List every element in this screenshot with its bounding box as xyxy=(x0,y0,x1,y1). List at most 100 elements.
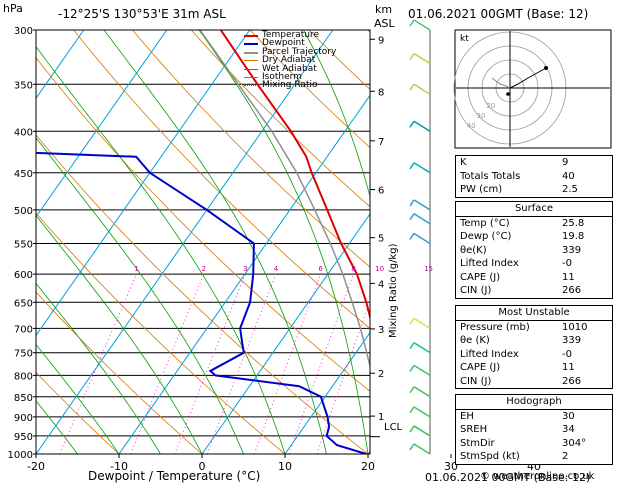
mixing-ratio-label: 15 xyxy=(424,265,433,273)
wind-barb xyxy=(413,232,431,245)
wind-barb-flag xyxy=(409,386,415,394)
wind-barb-flag xyxy=(409,425,415,433)
km-tick-label: 3 xyxy=(378,325,384,336)
series-line-parcel-trajectory xyxy=(199,30,370,369)
mixing-ratio-label: 8 xyxy=(351,265,355,273)
wind-barb-flag xyxy=(409,53,415,60)
mu-row: CAPE (J) 11 xyxy=(460,362,575,373)
temp-tick-label: -10 xyxy=(110,460,128,473)
pressure-tick-label: 900 xyxy=(14,413,33,424)
wind-barb xyxy=(413,342,431,354)
dry-adiabat-line xyxy=(36,134,369,454)
mixing-ratio-axis-label: Mixing Ratio (g/kg) xyxy=(388,243,399,338)
most-unstable-title: Most Unstable xyxy=(456,306,612,321)
hodograph-table-title: Hodograph xyxy=(456,395,612,410)
wind-barb-flag xyxy=(409,365,415,372)
wet-adiabat-line xyxy=(36,214,203,454)
temp-tick-label: 20 xyxy=(361,460,375,473)
wind-barb xyxy=(413,364,431,377)
surface-row: Lifted Index -0 xyxy=(460,258,572,269)
wind-barb xyxy=(413,425,431,437)
wind-barb xyxy=(413,199,431,211)
wind-barb xyxy=(413,162,431,174)
isotherm-line xyxy=(36,30,251,337)
surface-row: CIN (J) 266 xyxy=(460,285,582,296)
wet-adiabat-line xyxy=(36,282,161,454)
mixing-ratio-line xyxy=(130,273,205,454)
mu-row: Lifted Index -0 xyxy=(460,348,572,360)
legend-item: Isotherm xyxy=(244,73,336,82)
km-label: km xyxy=(375,3,393,16)
mixing-ratio-line xyxy=(206,273,277,454)
asl-label: ASL xyxy=(374,17,395,30)
surface-panel: Surface Temp (°C) 25.8 Dewp (°C) 19.8 θe(K… xyxy=(455,201,613,299)
isotherm-line xyxy=(284,331,370,454)
isotherm-line xyxy=(201,213,370,454)
mixing-ratio-line xyxy=(174,273,246,454)
dry-adiabat-line xyxy=(190,30,370,208)
hodograph-ring-label: 20 xyxy=(486,102,495,110)
hodograph-trace xyxy=(509,67,547,89)
series-line-temperature xyxy=(219,30,370,321)
wet-adiabat-line xyxy=(36,400,78,454)
wet-adiabat-line xyxy=(36,45,286,454)
legend-item: Dewpoint xyxy=(244,39,336,48)
wind-barb-flag xyxy=(409,199,415,207)
mixing-ratio-label: 10 xyxy=(375,265,384,273)
x-axis-label: Dewpoint / Temperature (°C) xyxy=(88,469,261,483)
hodograph-table-panel: Hodograph EH 30 SREH 34 StmDir 304° StmSpd … xyxy=(455,394,613,465)
legend-item: Wet Adiabat xyxy=(244,64,336,73)
pressure-tick-label: 750 xyxy=(14,349,33,360)
pressure-tick-label: 1000 xyxy=(8,450,33,461)
km-tick-label: 7 xyxy=(378,137,384,148)
isotherm-line xyxy=(118,94,370,454)
km-tick-label: 9 xyxy=(378,35,384,46)
pressure-tick-label: 350 xyxy=(14,80,33,91)
isotherm-line xyxy=(36,30,334,454)
wind-barb-flag xyxy=(409,443,415,451)
mixing-ratio-label: 6 xyxy=(318,265,323,273)
series-line-dewpoint xyxy=(36,151,367,454)
temp-tick-label: 30 xyxy=(444,460,458,473)
wet-adiabat-line xyxy=(103,30,327,454)
dry-adiabat-line xyxy=(36,57,370,392)
surface-row: θe(K) 339 xyxy=(460,244,582,256)
mu-row: Pressure (mb) 1010 xyxy=(460,321,588,333)
km-tick-label: 8 xyxy=(378,87,384,98)
dry-adiabat-line xyxy=(132,30,370,268)
wind-barb xyxy=(413,213,431,225)
legend-item: Mixing Ratio xyxy=(244,81,336,90)
mixing-ratio-label: 1 xyxy=(134,265,138,273)
wind-barb xyxy=(413,52,431,65)
footer-date: 01.06.2021 00GMT (Base: 12) xyxy=(425,471,591,484)
location-title: -12°25'S 130°53'E 31m ASL xyxy=(58,7,226,21)
dry-adiabat-line xyxy=(36,212,286,454)
legend: Temperature Dewpoint Parcel Trajectory D… xyxy=(244,31,336,90)
mixing-ratio-label: 4 xyxy=(274,265,279,273)
wind-barb xyxy=(413,83,431,95)
pressure-tick-label: 950 xyxy=(14,432,33,443)
hodograph-ring-label: 40 xyxy=(467,122,476,130)
index-row: Totals Totals 40 xyxy=(460,170,575,182)
km-tick-label: 5 xyxy=(378,234,384,245)
wind-barb xyxy=(413,386,431,398)
wet-adiabat-line xyxy=(36,137,244,454)
hodo-row: StmDir 304° xyxy=(460,437,587,449)
wind-barb-flag xyxy=(409,83,415,91)
legend-item: Temperature xyxy=(244,31,336,40)
pressure-tick-label: 600 xyxy=(14,270,33,281)
surface-title: Surface xyxy=(456,202,612,217)
copyright: © weatheronline.co.uk xyxy=(480,471,595,482)
wind-barb-flag xyxy=(409,406,415,414)
legend-item: Parcel Trajectory xyxy=(244,47,336,56)
hodograph-kt-label: kt xyxy=(460,34,469,44)
wet-adiabat-line xyxy=(36,343,120,454)
mu-row: θe (K) 339 xyxy=(460,335,582,346)
wind-barb-flag xyxy=(409,120,415,128)
pressure-tick-label: 550 xyxy=(14,239,33,250)
wind-barb-flag xyxy=(409,233,415,240)
wind-barb xyxy=(413,406,431,418)
hpa-label: hPa xyxy=(3,2,23,15)
